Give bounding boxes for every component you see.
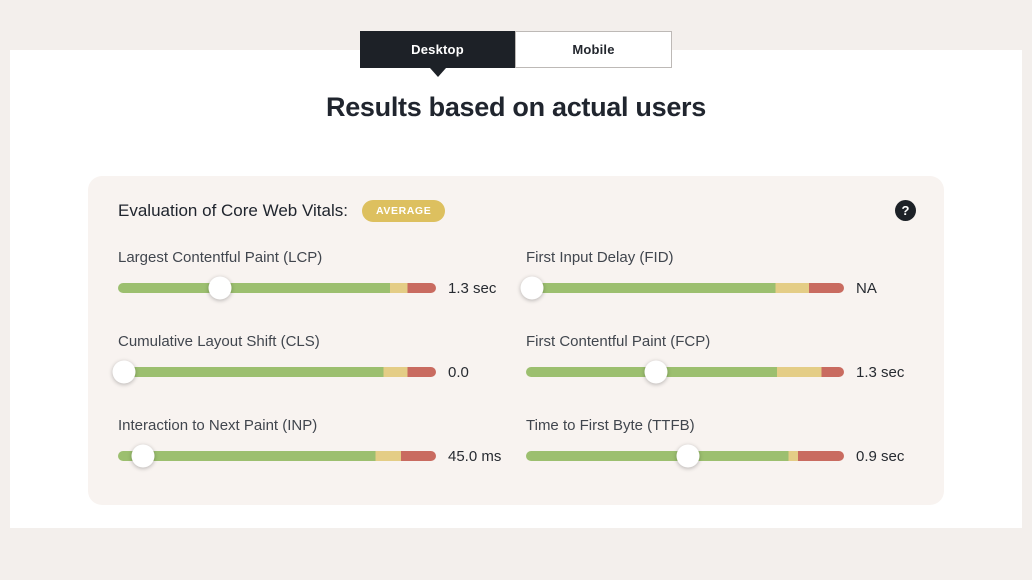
tab-mobile-label: Mobile bbox=[572, 42, 615, 57]
metric-slider-track[interactable] bbox=[118, 276, 436, 300]
metric-value: NA bbox=[856, 279, 877, 297]
metric-slider-thumb[interactable] bbox=[676, 444, 700, 468]
page-title: Results based on actual users bbox=[326, 92, 706, 122]
active-tab-pointer bbox=[429, 68, 446, 77]
metric-row: 1.3 sec bbox=[118, 276, 506, 300]
metric-slider-track[interactable] bbox=[520, 276, 844, 300]
metric-label: Cumulative Layout Shift (CLS) bbox=[118, 332, 320, 350]
metric-label: Time to First Byte (TTFB) bbox=[526, 416, 695, 434]
metric-slider-track[interactable] bbox=[526, 444, 844, 468]
core-web-vitals-card: Evaluation of Core Web Vitals: AVERAGE ?… bbox=[88, 176, 944, 505]
metric-slider-track[interactable] bbox=[118, 444, 436, 468]
metric-value: 45.0 ms bbox=[448, 447, 502, 465]
metric-inp: Interaction to Next Paint (INP) 45.0 ms bbox=[118, 416, 506, 468]
metric-fid: First Input Delay (FID) NA bbox=[520, 248, 914, 300]
metric-label: First Contentful Paint (FCP) bbox=[526, 332, 711, 350]
metric-slider-track[interactable] bbox=[112, 360, 436, 384]
metrics-grid: Largest Contentful Paint (LCP) 1.3 sec F… bbox=[88, 222, 944, 468]
metric-ttfb: Time to First Byte (TTFB) 0.9 sec bbox=[526, 416, 914, 468]
metric-slider-thumb[interactable] bbox=[131, 444, 155, 468]
question-mark-icon[interactable]: ? bbox=[895, 200, 916, 222]
tab-desktop-label: Desktop bbox=[411, 42, 464, 57]
metric-cls: Cumulative Layout Shift (CLS) 0.0 bbox=[112, 332, 506, 384]
card-header: Evaluation of Core Web Vitals: AVERAGE ? bbox=[88, 176, 944, 222]
metric-value: 0.9 sec bbox=[856, 447, 905, 465]
tab-mobile[interactable]: Mobile bbox=[515, 31, 672, 68]
metric-label: First Input Delay (FID) bbox=[526, 248, 674, 266]
metric-slider-thumb[interactable] bbox=[112, 360, 136, 384]
metric-fcp: First Contentful Paint (FCP) 1.3 sec bbox=[526, 332, 914, 384]
metric-label: Largest Contentful Paint (LCP) bbox=[118, 248, 323, 266]
metric-value: 1.3 sec bbox=[856, 363, 905, 381]
metric-row: 45.0 ms bbox=[118, 444, 506, 468]
metric-value: 1.3 sec bbox=[448, 279, 497, 297]
metric-slider-thumb[interactable] bbox=[208, 276, 232, 300]
metric-row: NA bbox=[520, 276, 914, 300]
metric-row: 1.3 sec bbox=[526, 360, 914, 384]
metric-slider-thumb[interactable] bbox=[520, 276, 544, 300]
metric-value: 0.0 bbox=[448, 363, 469, 381]
tab-desktop[interactable]: Desktop bbox=[360, 31, 515, 77]
metric-row: 0.9 sec bbox=[526, 444, 914, 468]
metric-slider-track[interactable] bbox=[526, 360, 844, 384]
metric-slider-thumb[interactable] bbox=[644, 360, 668, 384]
evaluation-status-badge: AVERAGE bbox=[361, 200, 446, 222]
metric-label: Interaction to Next Paint (INP) bbox=[118, 416, 318, 434]
card-title: Evaluation of Core Web Vitals: bbox=[118, 200, 348, 220]
metric-row: 0.0 bbox=[112, 360, 506, 384]
metric-lcp: Largest Contentful Paint (LCP) 1.3 sec bbox=[118, 248, 506, 300]
device-tabs: Desktop Mobile bbox=[360, 31, 672, 77]
